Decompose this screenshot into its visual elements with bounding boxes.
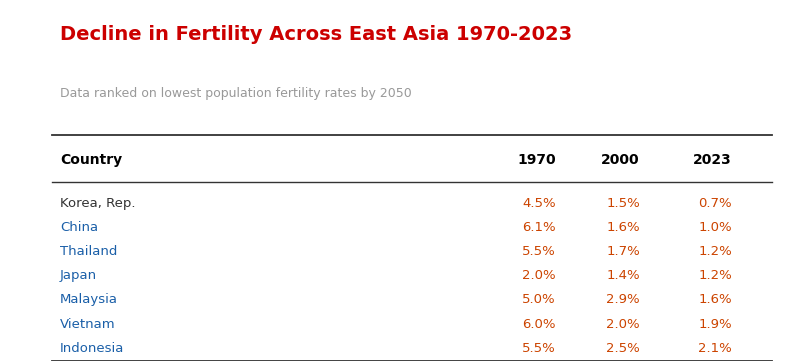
Text: China: China (60, 221, 98, 234)
Text: 0.7%: 0.7% (698, 197, 732, 210)
Text: 1.2%: 1.2% (698, 245, 732, 258)
Text: 1970: 1970 (518, 153, 556, 168)
Text: 5.5%: 5.5% (522, 342, 556, 355)
Text: 1.5%: 1.5% (606, 197, 640, 210)
Text: 1.2%: 1.2% (698, 269, 732, 282)
Text: 1.6%: 1.6% (698, 293, 732, 306)
Text: Korea, Rep.: Korea, Rep. (60, 197, 135, 210)
Text: Japan: Japan (60, 269, 97, 282)
Text: Thailand: Thailand (60, 245, 118, 258)
Text: 1.9%: 1.9% (698, 318, 732, 331)
Text: 2.0%: 2.0% (606, 318, 640, 331)
Text: 2023: 2023 (694, 153, 732, 168)
Text: Malaysia: Malaysia (60, 293, 118, 306)
Text: 6.1%: 6.1% (522, 221, 556, 234)
Text: Data ranked on lowest population fertility rates by 2050: Data ranked on lowest population fertili… (60, 87, 412, 100)
Text: Indonesia: Indonesia (60, 342, 124, 355)
Text: 2.5%: 2.5% (606, 342, 640, 355)
Text: 2.1%: 2.1% (698, 342, 732, 355)
Text: 1.4%: 1.4% (606, 269, 640, 282)
Text: 1.7%: 1.7% (606, 245, 640, 258)
Text: 1.0%: 1.0% (698, 221, 732, 234)
Text: 2.0%: 2.0% (522, 269, 556, 282)
Text: 2.9%: 2.9% (606, 293, 640, 306)
Text: Vietnam: Vietnam (60, 318, 116, 331)
Text: 5.0%: 5.0% (522, 293, 556, 306)
Text: Country: Country (60, 153, 122, 168)
Text: 5.5%: 5.5% (522, 245, 556, 258)
Text: 2000: 2000 (602, 153, 640, 168)
Text: 4.5%: 4.5% (522, 197, 556, 210)
Text: 1.6%: 1.6% (606, 221, 640, 234)
Text: 6.0%: 6.0% (522, 318, 556, 331)
Text: Decline in Fertility Across East Asia 1970-2023: Decline in Fertility Across East Asia 19… (60, 25, 572, 44)
